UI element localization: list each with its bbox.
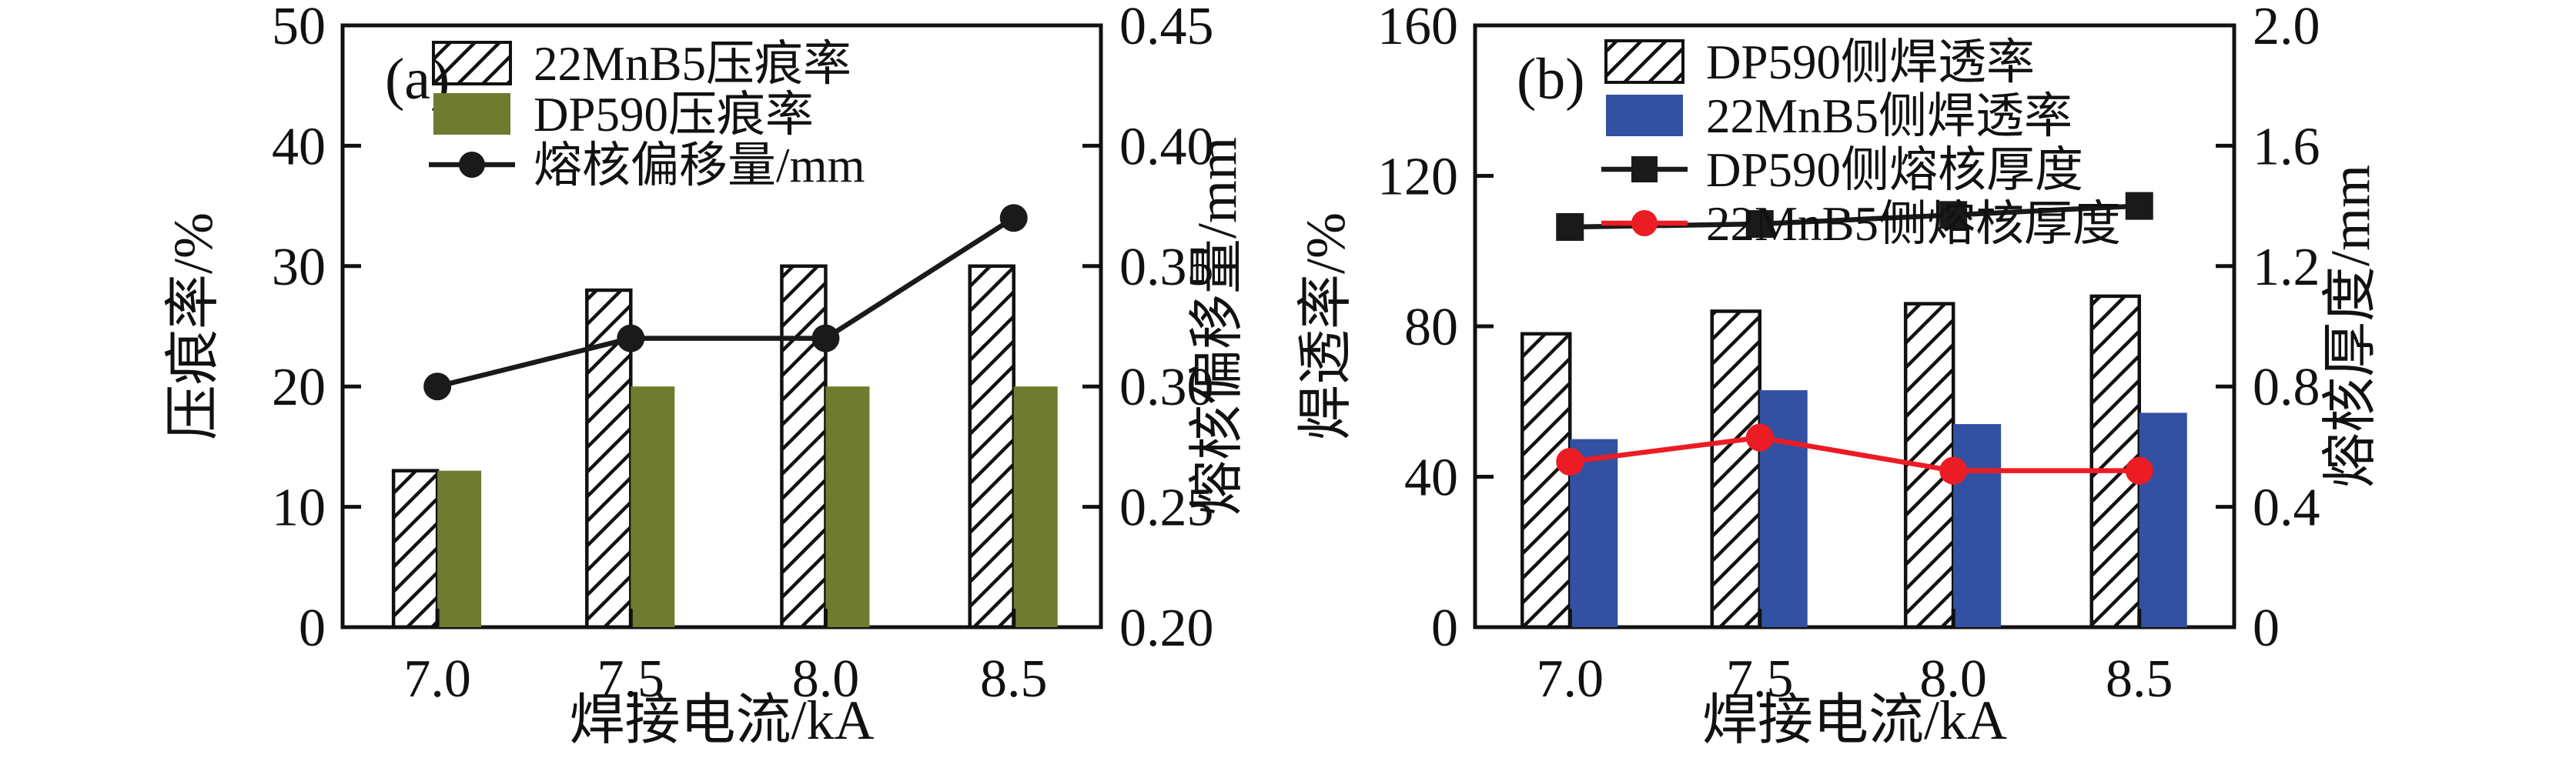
line-熔核偏移量/mm (437, 215, 1015, 389)
y-right-tick-label: 0.4 (2253, 479, 2320, 538)
marker-circle-22MnB5侧熔核厚度-8.0 (1939, 456, 1968, 485)
marker-square-DP590侧熔核厚度-8.0 (1939, 201, 1968, 229)
chart-panel-a: 0 10 20 30 40 50 0.20 0.25 0.30 0.35 0.40 0.45 7.0 7.… (162, 0, 1248, 751)
line-22MnB5侧熔核厚度 (1569, 435, 2139, 473)
marker-square-DP590侧熔核厚度-8.5 (2125, 192, 2153, 220)
legend-swatch-hatch (432, 41, 512, 85)
chart-a: 0 10 20 30 40 50 0.20 0.25 0.30 0.35 0.40 0.45 7.0 7.… (162, 0, 1248, 751)
marker-circle-熔核偏移量/mm-8.5 (999, 204, 1028, 232)
bar-DP590侧焊透率-7.0 (1521, 332, 1572, 629)
bar-DP590压痕率-8.5 (1013, 386, 1058, 627)
marker-circle-22MnB5侧熔核厚度-8.5 (2125, 456, 2153, 485)
y-left-tick-label: 40 (1404, 449, 1458, 508)
plot-frame (340, 23, 1103, 629)
legend-marker-circle (459, 152, 485, 178)
panel-label: (b) (1517, 47, 1585, 112)
legend-swatch-fill (433, 93, 510, 135)
y-right-tick-label: 2.0 (2253, 0, 2320, 56)
y-left-tick-label: 40 (272, 117, 326, 176)
legend-swatch-hatch (1604, 39, 1684, 84)
chart-b: 0 40 80 120 160 0 0.4 0.8 1.2 1.6 2.0 7.0 7.5 8.0 8.5 焊… (1295, 0, 2381, 751)
legend-label: 22MnB5压痕率 (534, 37, 851, 91)
y-right-tick-label: 0.30 (1119, 358, 1214, 417)
bar-22MnB5压痕率-8.5 (968, 264, 1015, 629)
marker-circle-熔核偏移量/mm-8.0 (811, 324, 840, 352)
legend-swatch-fill (1606, 95, 1683, 136)
y-right-axis-title: 熔核偏移量/mm (1186, 137, 1248, 516)
bar-DP590压痕率-7.0 (437, 470, 482, 627)
bar-22MnB5侧焊透率-8.5 (2139, 412, 2187, 627)
y-right-tick-label: 0 (2253, 599, 2280, 658)
marker-square-DP590侧熔核厚度-7.5 (1745, 210, 1774, 239)
x-tick-label: 8.0 (792, 649, 860, 709)
legend-label: 22MnB5侧焊透率 (1706, 89, 2073, 143)
x-axis-title: 焊接电流/kA (569, 690, 874, 751)
marker-circle-22MnB5侧熔核厚度-7.0 (1556, 447, 1584, 476)
marker-circle-22MnB5侧熔核厚度-7.5 (1745, 423, 1774, 452)
y-right-tick-label: 0.35 (1119, 238, 1214, 297)
y-left-axis-title: 焊透率/% (1295, 212, 1357, 440)
bar-22MnB5压痕率-8.0 (780, 264, 828, 629)
y-right-tick-label: 0.8 (2253, 358, 2320, 417)
legend-label: DP590侧焊透率 (1706, 35, 2035, 89)
marker-circle-熔核偏移量/mm-7.0 (423, 372, 452, 401)
y-right-tick-label: 1.2 (2253, 238, 2320, 297)
legend-marker-square (1631, 156, 1658, 182)
y-right-tick-label: 1.6 (2253, 117, 2320, 176)
bar-22MnB5侧焊透率-8.0 (1953, 424, 2002, 627)
chart-panel-b: 0 40 80 120 160 0 0.4 0.8 1.2 1.6 2.0 7.0 7.5 8.0 8.5 焊… (1288, 0, 2576, 758)
bar-DP590压痕率-7.5 (631, 386, 675, 627)
y-left-tick-label: 10 (272, 479, 326, 538)
x-tick-label: 7.5 (1726, 649, 1794, 709)
y-left-tick-label: 50 (272, 0, 326, 56)
y-left-tick-label: 120 (1377, 148, 1458, 207)
y-left-axis-title: 压痕率/% (162, 212, 224, 440)
y-right-axis-title: 熔核厚度/mm (2320, 165, 2381, 488)
x-tick-label: 8.5 (980, 649, 1048, 709)
x-axis-title: 焊接电流/kA (1702, 690, 2007, 751)
x-tick-label: 7.5 (597, 649, 665, 709)
y-right-tick-label: 0.25 (1119, 479, 1214, 538)
x-tick-label: 7.0 (1537, 649, 1604, 709)
y-right-tick-label: 0.45 (1119, 0, 1214, 56)
x-tick-label: 8.5 (2106, 649, 2173, 709)
x-tick-label: 8.0 (1919, 649, 1987, 709)
y-left-tick-label: 0 (299, 599, 326, 658)
legend-label: DP590侧熔核厚度 (1706, 143, 2083, 197)
legend-label: 22MnB5侧熔核厚度 (1706, 197, 2121, 251)
bar-DP590压痕率-8.0 (825, 386, 870, 627)
marker-circle-熔核偏移量/mm-7.5 (617, 324, 645, 352)
y-right-tick-label: 0.40 (1119, 117, 1214, 176)
bar-22MnB5压痕率-7.0 (391, 469, 440, 629)
legend-label: DP590压痕率 (534, 88, 814, 142)
y-left-tick-label: 160 (1377, 0, 1458, 56)
y-left-tick-label: 20 (272, 358, 326, 417)
y-left-tick-label: 80 (1404, 298, 1458, 357)
bar-DP590侧焊透率-7.5 (1710, 309, 1761, 629)
x-tick-label: 7.0 (403, 649, 471, 709)
legend-label: 熔核偏移量/mm (534, 139, 865, 192)
marker-square-DP590侧熔核厚度-7.0 (1556, 212, 1584, 241)
legend-marker-circle (1631, 210, 1658, 236)
y-left-tick-label: 0 (1431, 599, 1458, 658)
y-right-tick-label: 0.20 (1119, 599, 1214, 658)
y-left-tick-label: 30 (272, 238, 326, 297)
